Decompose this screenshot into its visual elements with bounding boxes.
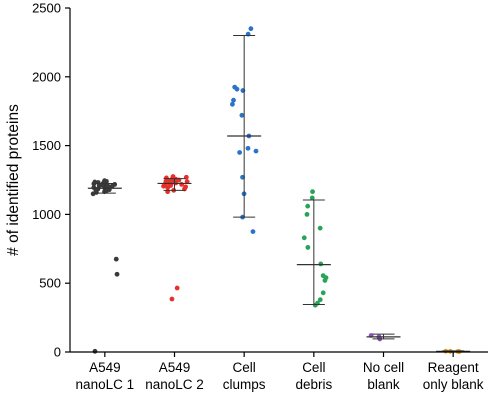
data-point — [318, 261, 324, 267]
data-point — [237, 150, 243, 155]
data-point — [310, 189, 315, 195]
x-category-label-line1: Cell — [233, 360, 256, 375]
data-point — [309, 195, 315, 201]
y-tick-label: 2500 — [32, 1, 61, 16]
data-point — [230, 101, 235, 107]
x-category-label-line1: A549 — [89, 360, 121, 375]
x-category-label-line1: A549 — [159, 360, 191, 375]
data-point — [317, 225, 323, 231]
data-point — [305, 245, 311, 250]
data-point — [322, 278, 328, 283]
data-point — [113, 256, 119, 262]
y-tick-label: 0 — [54, 345, 61, 360]
data-point — [320, 290, 326, 296]
data-point — [90, 191, 96, 197]
data-point — [234, 86, 240, 92]
x-category-label-line1: Reagent — [428, 360, 479, 375]
x-category-label-line2: nanoLC 2 — [145, 377, 204, 392]
y-tick-label: 1000 — [32, 207, 61, 222]
y-axis: 0 500 1000 1500 2000 2500 — [32, 1, 71, 360]
data-point — [179, 182, 184, 187]
x-category-label-line1: No cell — [363, 360, 404, 375]
y-tick-label: 2000 — [32, 69, 61, 84]
plot-area — [87, 26, 471, 354]
data-point — [253, 148, 259, 154]
x-axis: A549 nanoLC 1 A549 nanoLC 2 Cell clumps Cell de… — [70, 351, 488, 392]
data-point — [304, 212, 310, 217]
y-axis-title: # of identified proteins — [5, 104, 22, 256]
x-category-label-line2: blank — [367, 377, 400, 392]
data-point — [114, 271, 120, 277]
data-point — [174, 285, 180, 291]
x-category-label-line2: only blank — [423, 377, 484, 392]
data-point — [92, 348, 98, 354]
data-point — [165, 185, 171, 190]
data-point — [245, 145, 251, 151]
data-point — [248, 26, 254, 32]
data-point — [250, 229, 256, 235]
x-category-label-line1: Cell — [302, 360, 325, 375]
y-tick-label: 500 — [39, 276, 61, 291]
data-point — [305, 203, 311, 209]
data-point — [161, 183, 166, 189]
data-point — [317, 297, 323, 303]
y-tick-label: 1500 — [32, 138, 61, 153]
x-category-label-line2: nanoLC 1 — [76, 377, 135, 392]
data-point — [301, 235, 307, 241]
data-point — [169, 296, 175, 302]
data-point — [231, 97, 236, 103]
data-point — [239, 112, 245, 118]
x-category-label-line2: clumps — [223, 377, 266, 392]
x-category-label-line2: debris — [295, 377, 332, 392]
